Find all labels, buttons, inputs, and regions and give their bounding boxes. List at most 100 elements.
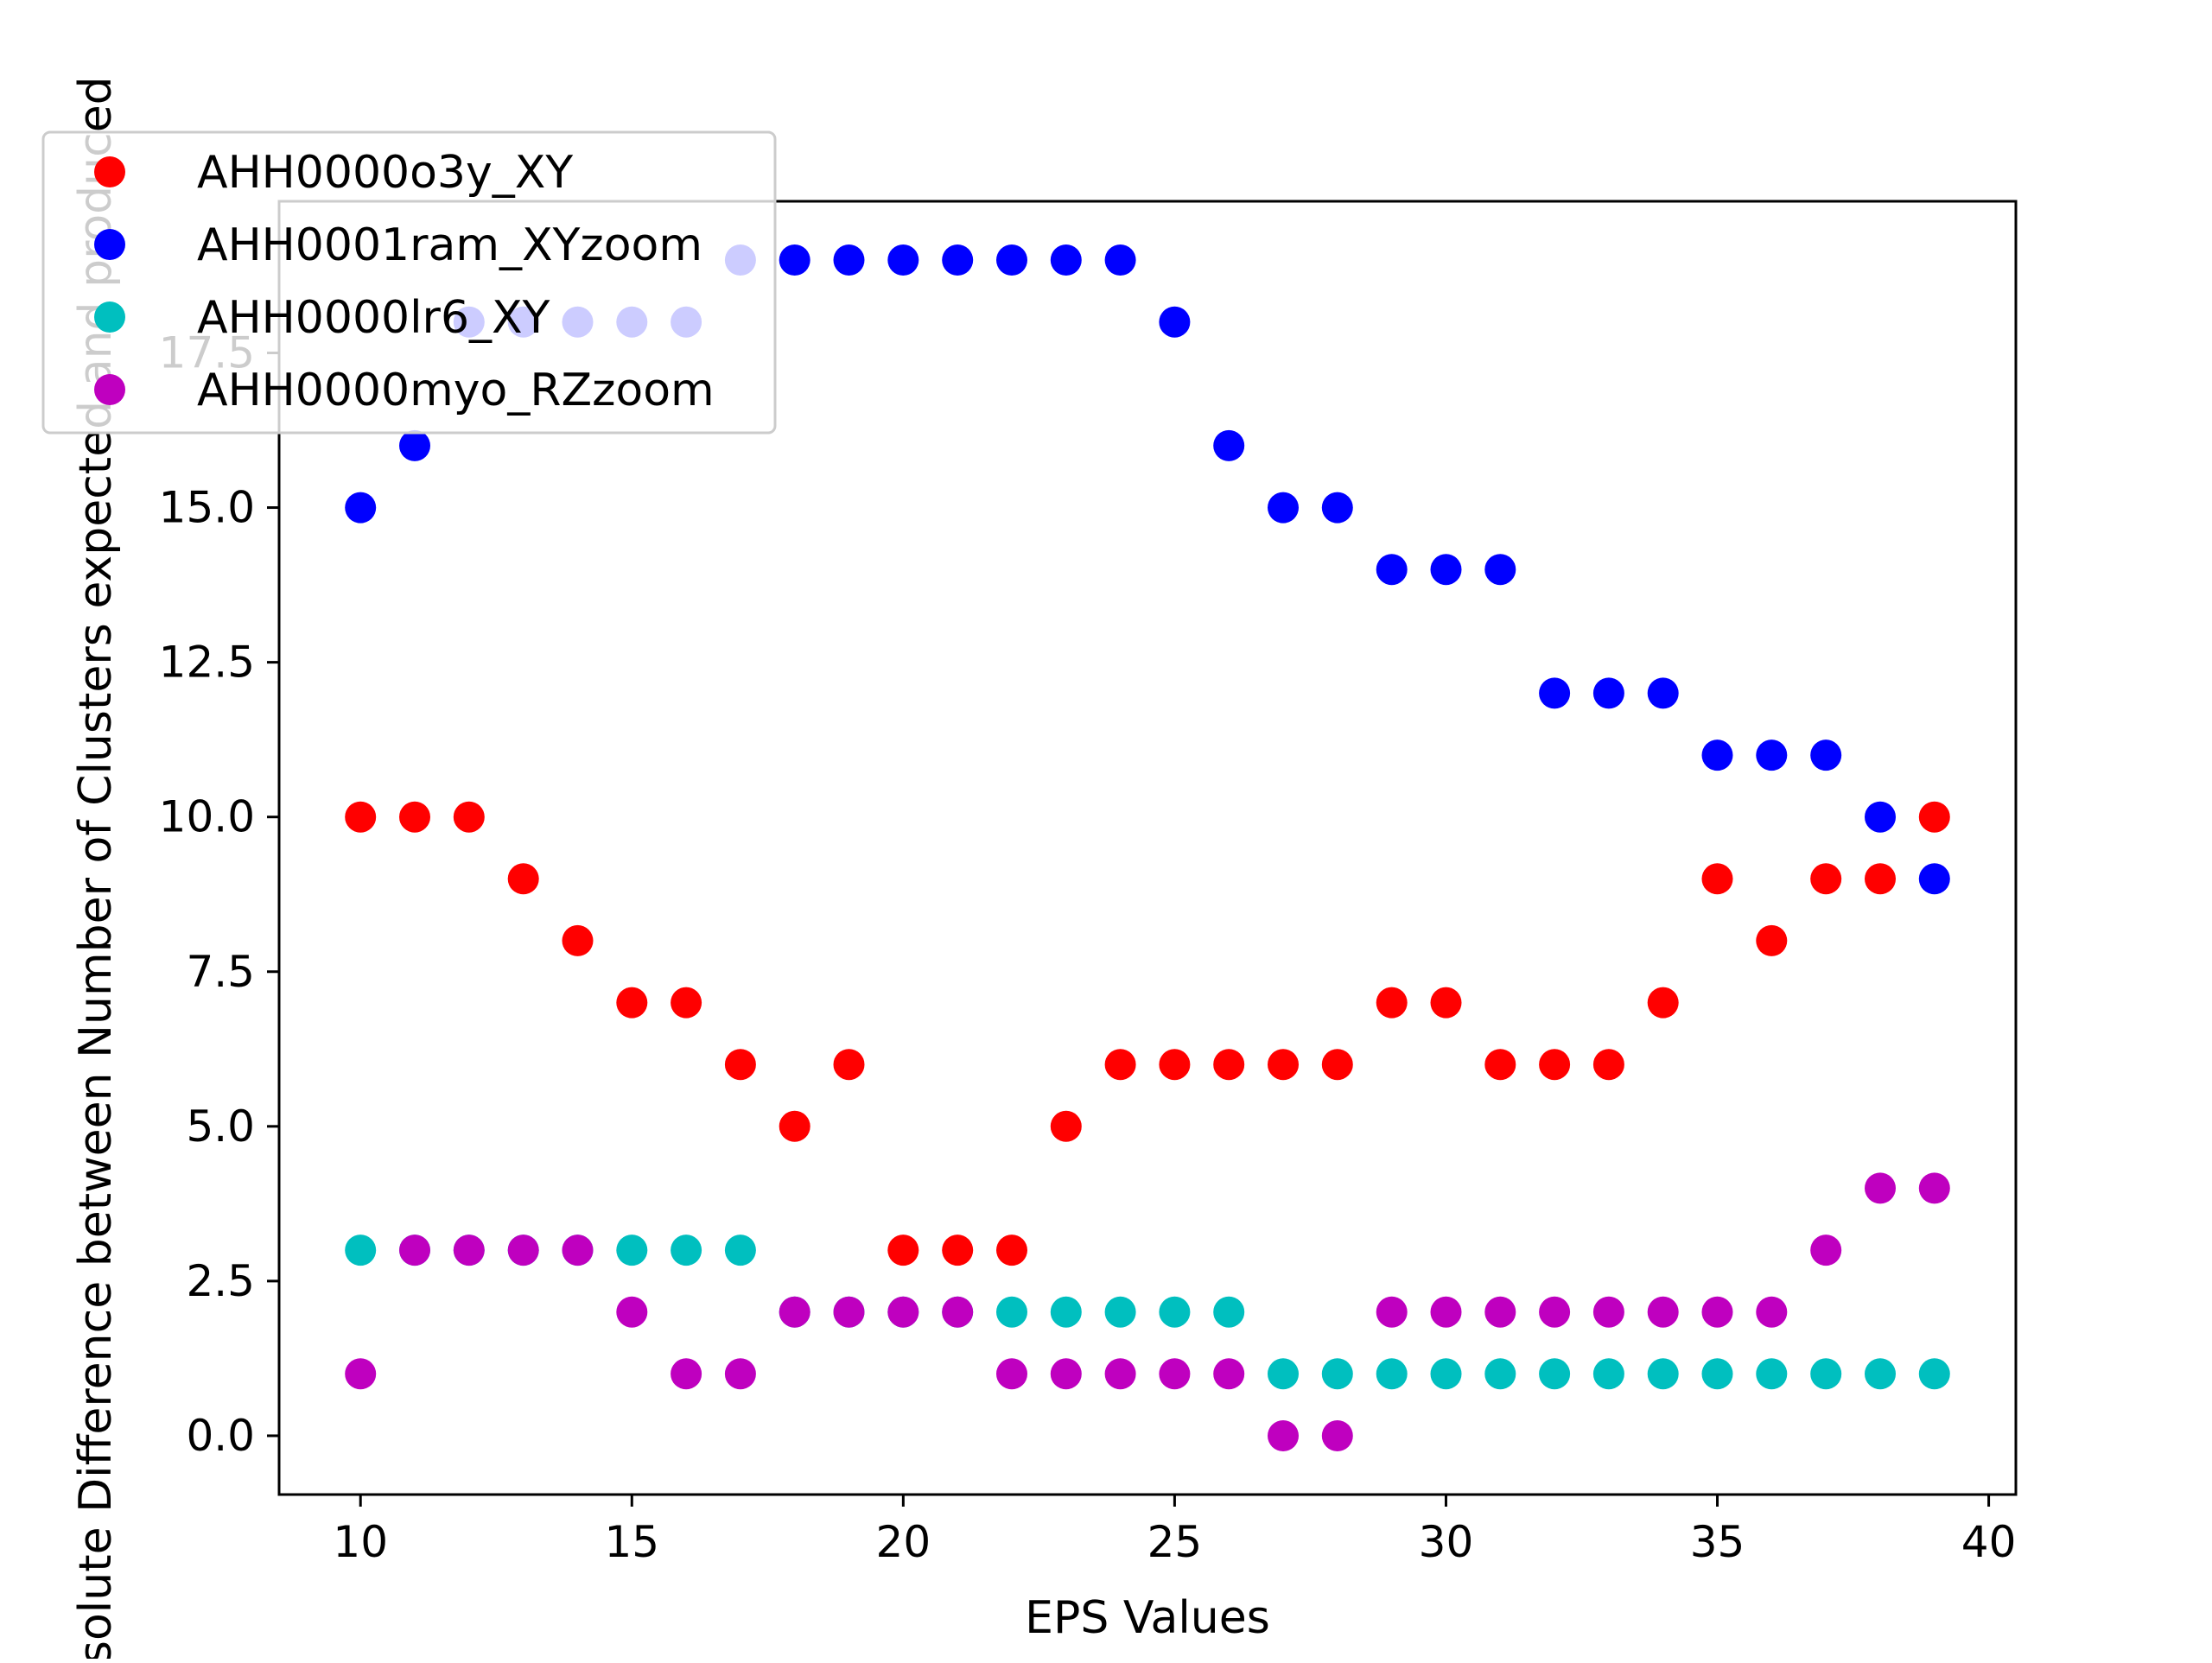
y-tick-label: 0.0: [186, 1411, 255, 1461]
data-point-series-4: [1050, 1358, 1082, 1390]
data-point-series-1: [1213, 1049, 1245, 1081]
data-point-series-2: [1810, 739, 1842, 771]
data-point-series-1: [1592, 1049, 1624, 1081]
y-tick-label: 15.0: [159, 483, 255, 533]
data-point-series-2: [1104, 244, 1136, 276]
data-point-series-4: [942, 1296, 974, 1328]
data-point-series-1: [1430, 987, 1462, 1019]
data-point-series-1: [453, 801, 485, 833]
data-point-series-2: [996, 244, 1027, 276]
data-point-series-3: [1918, 1358, 1950, 1390]
data-point-series-3: [616, 1235, 648, 1266]
legend-box: [41, 130, 777, 435]
data-point-series-3: [1484, 1358, 1516, 1390]
legend-label: AHH0000myo_RZzoom: [197, 365, 715, 416]
data-point-series-4: [399, 1235, 430, 1266]
data-point-series-4: [1810, 1235, 1842, 1266]
data-point-series-4: [996, 1358, 1027, 1390]
data-point-series-4: [616, 1296, 648, 1328]
data-point-series-2: [1647, 677, 1679, 709]
data-point-series-1: [671, 987, 702, 1019]
data-point-series-2: [1213, 429, 1245, 461]
legend-marker: [94, 229, 125, 260]
data-point-series-1: [1268, 1049, 1299, 1081]
data-point-series-3: [1213, 1296, 1245, 1328]
data-point-series-1: [616, 987, 648, 1019]
data-point-series-2: [1592, 677, 1624, 709]
legend-marker: [94, 374, 125, 405]
data-point-series-1: [1104, 1049, 1136, 1081]
data-point-series-3: [1592, 1358, 1624, 1390]
data-point-series-1: [1701, 863, 1733, 895]
data-point-series-4: [833, 1296, 865, 1328]
data-point-series-4: [779, 1296, 810, 1328]
data-point-series-2: [1701, 739, 1733, 771]
legend-item: AHH0000o3y_XY: [94, 147, 573, 199]
data-point-series-4: [1539, 1296, 1571, 1328]
y-axis-ticks: 0.02.55.07.510.012.515.017.5: [159, 327, 279, 1461]
data-point-series-1: [1865, 863, 1896, 895]
legend-label: AHH0000o3y_XY: [197, 147, 573, 199]
data-point-series-4: [1430, 1296, 1462, 1328]
data-point-series-1: [724, 1049, 756, 1081]
data-point-series-1: [779, 1110, 810, 1142]
data-point-series-1: [1539, 1049, 1571, 1081]
data-point-series-4: [453, 1235, 485, 1266]
data-point-series-1: [1484, 1049, 1516, 1081]
data-point-series-3: [1268, 1358, 1299, 1390]
data-point-series-1: [507, 863, 539, 895]
data-point-series-4: [671, 1358, 702, 1390]
data-point-series-1: [399, 801, 430, 833]
data-point-series-1: [345, 801, 377, 833]
data-point-series-3: [1430, 1358, 1462, 1390]
data-point-series-1: [942, 1235, 974, 1266]
data-point-series-2: [1918, 863, 1950, 895]
data-point-series-3: [1810, 1358, 1842, 1390]
data-point-series-4: [1321, 1420, 1353, 1451]
data-point-series-4: [1484, 1296, 1516, 1328]
x-tick-label: 30: [1419, 1517, 1474, 1567]
data-point-series-2: [1376, 554, 1408, 586]
data-point-series-4: [1756, 1296, 1788, 1328]
x-tick-label: 40: [1961, 1517, 2017, 1567]
data-point-series-3: [1321, 1358, 1353, 1390]
data-point-series-2: [887, 244, 919, 276]
x-tick-label: 15: [604, 1517, 659, 1567]
data-point-series-4: [1159, 1358, 1191, 1390]
data-point-series-4: [507, 1235, 539, 1266]
data-point-series-1: [1918, 801, 1950, 833]
data-point-series-4: [724, 1358, 756, 1390]
data-point-series-1: [1159, 1049, 1191, 1081]
x-tick-label: 10: [333, 1517, 388, 1567]
data-point-series-4: [1647, 1296, 1679, 1328]
data-point-series-1: [1810, 863, 1842, 895]
data-point-series-4: [887, 1296, 919, 1328]
data-point-series-1: [1050, 1110, 1082, 1142]
legend-item: AHH0001ram_XYzoom: [94, 219, 702, 271]
plot-area-frame: [277, 200, 2018, 1496]
data-point-series-2: [833, 244, 865, 276]
x-tick-label: 20: [876, 1517, 931, 1567]
data-point-series-1: [996, 1235, 1027, 1266]
y-tick-label: 2.5: [186, 1256, 255, 1306]
data-point-series-1: [1321, 1049, 1353, 1081]
data-points: [345, 244, 1950, 1451]
legend-marker: [94, 156, 125, 187]
data-point-series-4: [1213, 1358, 1245, 1390]
data-point-series-1: [562, 924, 594, 956]
data-point-series-3: [1865, 1358, 1896, 1390]
data-point-series-3: [724, 1235, 756, 1266]
data-point-series-3: [996, 1296, 1027, 1328]
data-point-series-3: [1539, 1358, 1571, 1390]
x-tick-label: 35: [1690, 1517, 1745, 1567]
data-point-series-3: [671, 1235, 702, 1266]
data-point-series-3: [1701, 1358, 1733, 1390]
data-point-series-4: [1918, 1172, 1950, 1204]
data-point-series-4: [1104, 1358, 1136, 1390]
y-tick-label: 12.5: [159, 638, 255, 688]
data-point-series-3: [1647, 1358, 1679, 1390]
legend-label: AHH0001ram_XYzoom: [197, 219, 702, 271]
data-point-series-4: [1376, 1296, 1408, 1328]
